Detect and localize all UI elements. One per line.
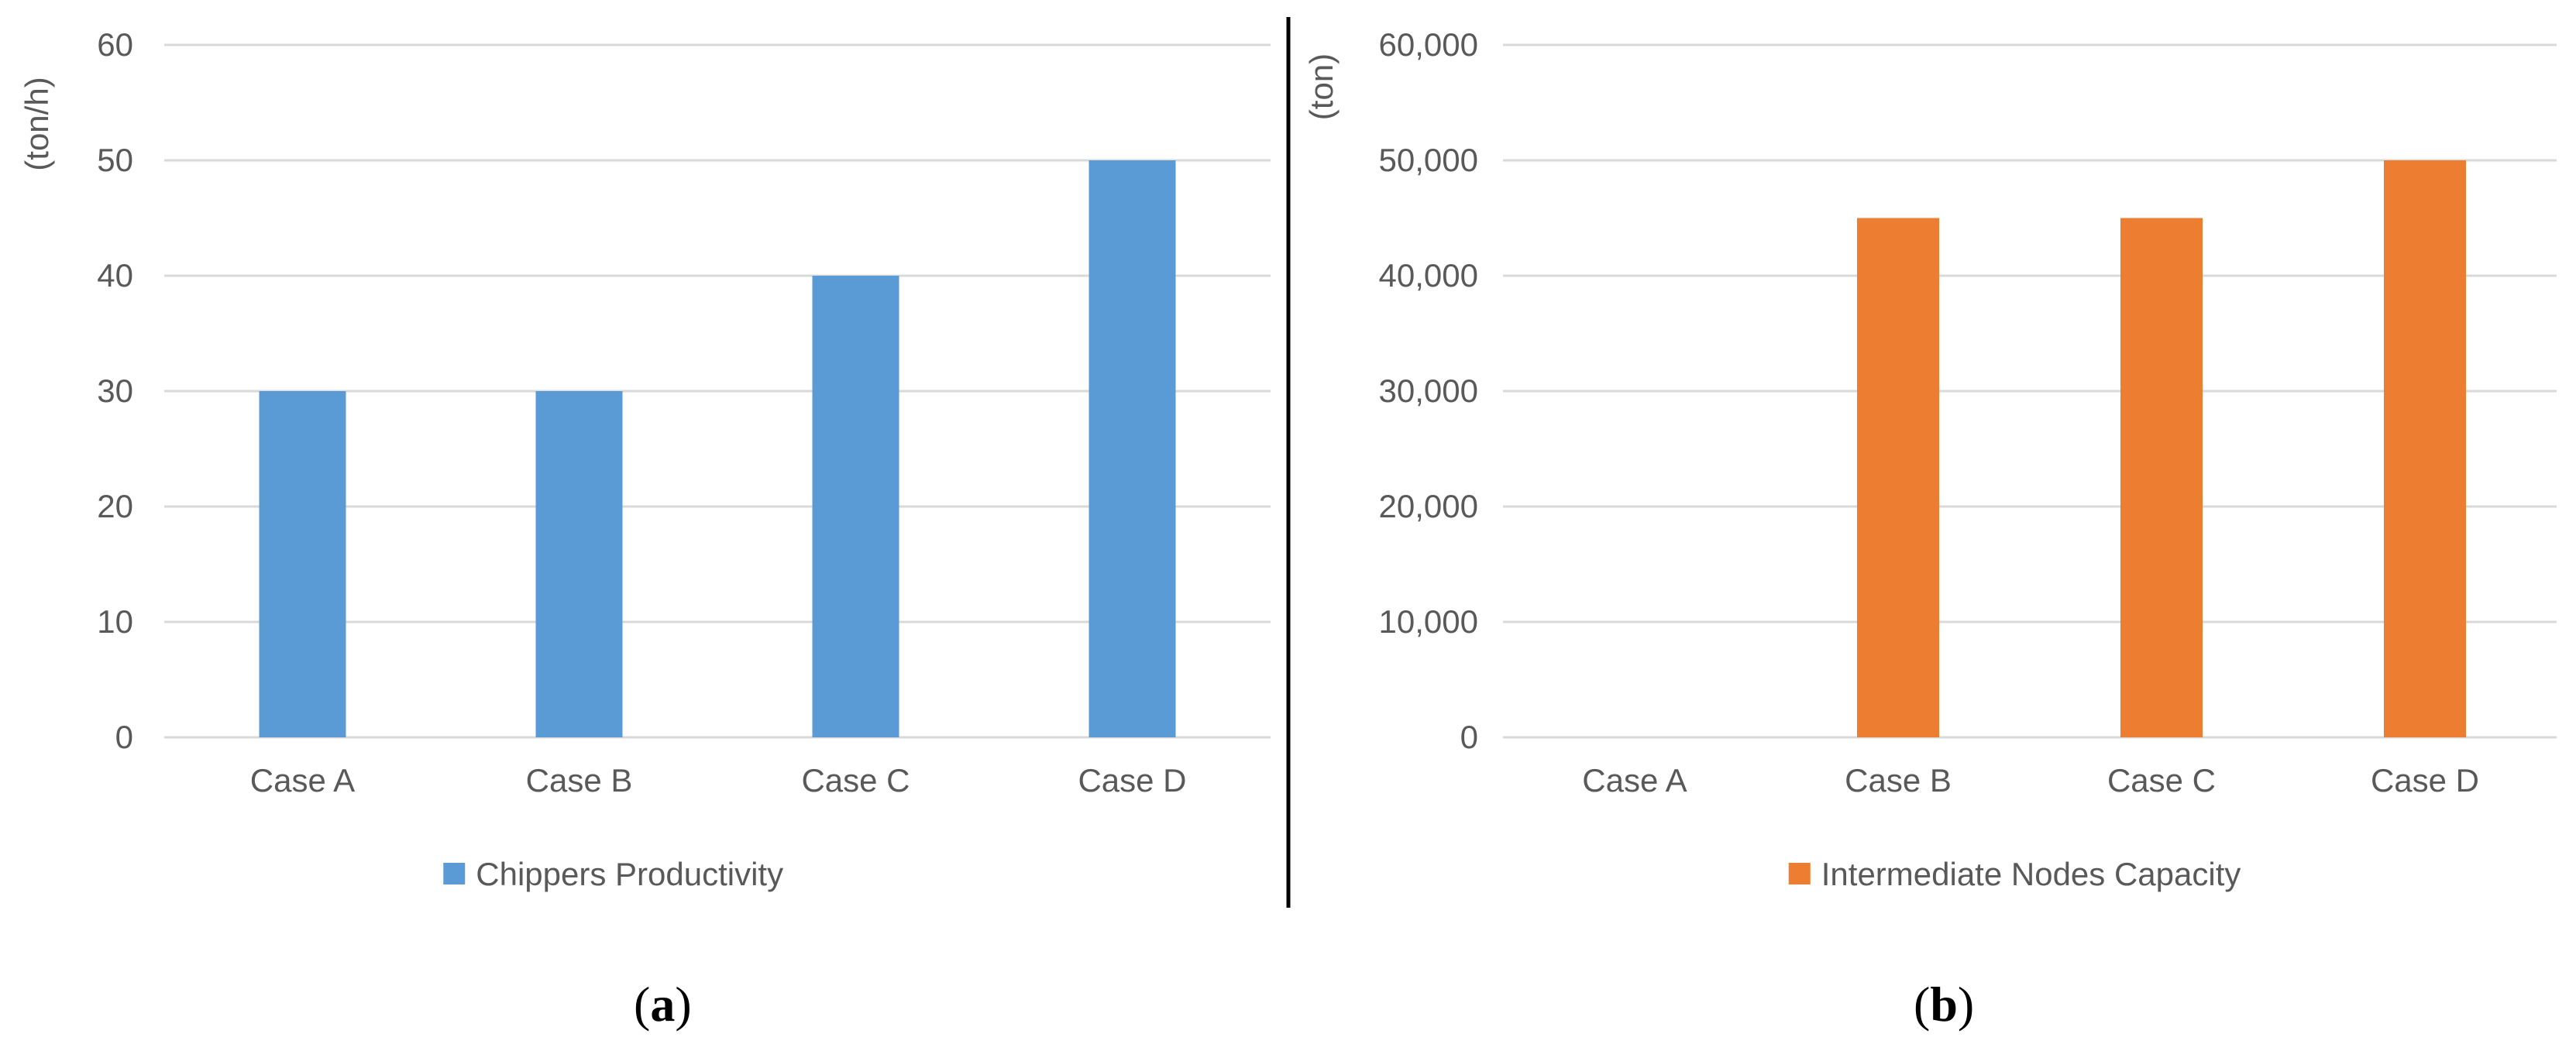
panel-a-bar-case-c (812, 276, 899, 737)
panel-b-y-tick-label: 20,000 (1379, 488, 1478, 524)
panel-a-y-tick-label: 60 (97, 26, 133, 63)
panel-a-y-tick-label: 20 (97, 488, 133, 524)
panel-a-x-tick-label: Case C (801, 762, 910, 799)
panel-b-y-tick-label: 30,000 (1379, 373, 1478, 409)
panel-b-label: (b) (1914, 977, 1974, 1032)
panel-a-bar-case-b (535, 391, 623, 737)
panel-b-legend-swatch (1788, 863, 1811, 884)
panel-b-x-tick-label: Case D (2371, 762, 2479, 799)
panel-a-unit-label: (ton/h) (19, 77, 55, 170)
panel-b-y-tick-label: 40,000 (1379, 257, 1478, 294)
panel-b-y-tick-label: 0 (1460, 719, 1478, 755)
chart-panel-b: 0 10,000 20,000 30,000 40,000 50,000 60,000 (to… (1303, 26, 2557, 1032)
panel-b-y-tick-label: 10,000 (1379, 603, 1478, 640)
panel-b-bar-case-c (2120, 218, 2203, 737)
panel-a-bar-case-d (1089, 160, 1176, 737)
panel-a-y-tick-label: 30 (97, 373, 133, 409)
panel-a-legend-swatch (443, 863, 466, 884)
panel-a-label: (a) (634, 977, 692, 1032)
panel-a-y-tick-label: 0 (115, 719, 133, 755)
panel-a-x-tick-label: Case D (1078, 762, 1186, 799)
panel-b-x-tick-label: Case A (1582, 762, 1687, 799)
panel-b-x-tick-label: Case B (1845, 762, 1952, 799)
panel-b-legend-label: Intermediate Nodes Capacity (1821, 856, 2241, 892)
panel-a-x-tick-label: Case B (526, 762, 633, 799)
panel-b-unit-label: (ton) (1303, 53, 1340, 120)
chart-panel-a: 0 10 20 30 40 50 60 (ton/h) Case A Case B Case C Ca… (19, 26, 1271, 1032)
panel-a-y-tick-label: 50 (97, 142, 133, 178)
panel-b-bar-case-d (2384, 160, 2466, 737)
panel-a-legend-label: Chippers Productivity (476, 856, 783, 892)
panel-a-bar-case-a (259, 391, 346, 737)
panel-a-y-tick-label: 10 (97, 603, 133, 640)
panel-a-x-tick-label: Case A (250, 762, 355, 799)
panel-a-y-tick-label: 40 (97, 257, 133, 294)
panel-b-bar-case-b (1857, 218, 1939, 737)
panel-b-x-tick-label: Case C (2107, 762, 2216, 799)
panel-b-y-tick-label: 60,000 (1379, 26, 1478, 63)
panel-b-y-tick-label: 50,000 (1379, 142, 1478, 178)
